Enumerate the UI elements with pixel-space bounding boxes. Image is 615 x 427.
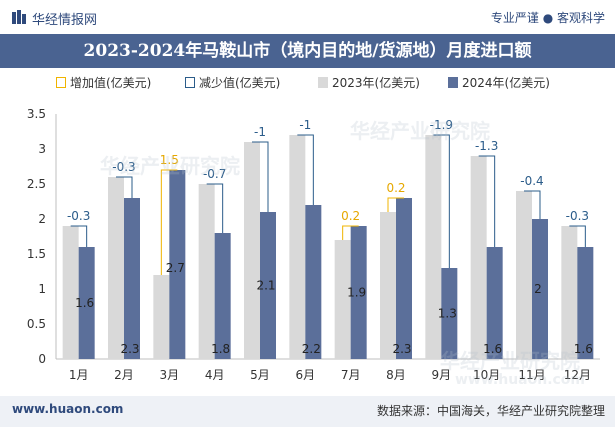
x-tick-label: 9月 <box>432 368 452 382</box>
bar-2024 <box>124 198 140 359</box>
change-value-label: -1 <box>254 125 266 139</box>
bar-2024-value-label: 2.3 <box>120 342 139 356</box>
bar-2024-value-label: 1.6 <box>75 296 94 310</box>
bar-2024 <box>577 247 594 359</box>
chart-title: 2023-2024年马鞍山市（境内目的地/货源地）月度进口额 <box>83 41 532 61</box>
footer: www.huaon.com 数据来源：中国海关，华经产业研究院整理 <box>0 396 615 427</box>
decrease-bracket <box>70 225 88 247</box>
x-tick-label: 2月 <box>114 368 134 382</box>
y-tick-label: 0.5 <box>27 317 46 331</box>
bar-2023 <box>334 240 351 359</box>
y-tick-label: 3 <box>38 142 46 156</box>
y-tick-label: 1 <box>38 282 46 296</box>
x-tick-label: 6月 <box>296 368 316 382</box>
bar-2024-value-label: 1.6 <box>574 342 593 356</box>
bar-2024-value-label: 1.3 <box>438 307 457 321</box>
bar-2023 <box>244 142 260 359</box>
bar-2023 <box>380 212 396 359</box>
legend-swatch-2024 <box>448 77 458 88</box>
decrease-bracket <box>252 141 269 212</box>
bar-2023 <box>425 135 442 359</box>
change-value-label: -0.7 <box>203 167 226 181</box>
brand-name: 华经情报网 <box>32 13 98 28</box>
increase-bracket <box>160 169 178 275</box>
legend-label-2024: 2024年(亿美元) <box>462 76 550 90</box>
bar-2024-value-label: 1.9 <box>347 286 366 300</box>
legend-label-2023: 2023年(亿美元) <box>332 76 420 90</box>
bar-2024 <box>486 247 503 359</box>
y-tick-label: 1.5 <box>27 247 46 261</box>
x-tick-label: 5月 <box>250 368 270 382</box>
decrease-bracket <box>297 134 314 205</box>
y-tick-label: 2 <box>38 212 46 226</box>
slogan: 专业严谨 ● 客观科学 <box>490 11 605 25</box>
bar-2023 <box>516 191 532 359</box>
x-tick-label: 8月 <box>386 368 406 382</box>
decrease-bracket <box>524 190 541 219</box>
bar-2024 <box>260 212 276 359</box>
x-tick-label: 1月 <box>69 368 89 382</box>
change-value-label: -1.3 <box>475 139 498 153</box>
brand-logo-icon <box>12 10 26 24</box>
change-value-label: -0.3 <box>112 160 135 174</box>
legend-swatch-decrease <box>185 77 195 88</box>
bar-2023 <box>108 177 124 359</box>
bar-2023 <box>561 226 578 359</box>
top-bar: 华经情报网 专业严谨 ● 客观科学 <box>0 0 615 34</box>
bar-2024 <box>396 198 412 359</box>
increase-bracket <box>387 197 404 212</box>
x-tick-label: 11月 <box>518 368 545 382</box>
bar-2024 <box>78 247 95 359</box>
increase-bracket <box>342 225 359 240</box>
bar-2023 <box>289 135 306 359</box>
bar-2024-value-label: 2.1 <box>256 279 275 293</box>
x-tick-label: 10月 <box>473 368 500 382</box>
decrease-bracket <box>569 225 586 247</box>
decrease-bracket <box>116 176 133 198</box>
change-value-label: -1 <box>299 118 311 132</box>
legend-label-decrease: 减少值(亿美元) <box>199 76 281 90</box>
legend-swatch-increase <box>56 77 66 88</box>
chart-plot: 0 0.5 1 1.5 2 2.5 3 3.5 -0.3 1.6 1月 -0.3 2.3 2月 1.5 2.7… <box>27 107 600 382</box>
bar-2024 <box>214 233 231 359</box>
legend-swatch-2023 <box>318 77 328 88</box>
bar-2023 <box>470 156 487 359</box>
change-value-label: 1.5 <box>160 153 179 167</box>
bar-2024-value-label: 2.2 <box>302 342 321 356</box>
bar-2023 <box>62 226 79 359</box>
x-tick-label: 4月 <box>205 368 225 382</box>
bar-2024-value-label: 1.8 <box>211 342 230 356</box>
title-bar: 2023-2024年马鞍山市（境内目的地/货源地）月度进口额 <box>0 34 615 68</box>
decrease-bracket <box>433 134 450 268</box>
bar-2024-value-label: 2.3 <box>392 342 411 356</box>
x-tick-label: 3月 <box>160 368 180 382</box>
x-tick-label: 7月 <box>341 368 361 382</box>
bar-2024-value-label: 1.6 <box>483 342 502 356</box>
y-tick-label: 0 <box>38 352 46 366</box>
change-value-label: -0.3 <box>566 209 589 223</box>
bar-2024 <box>305 205 322 359</box>
change-value-label: 0.2 <box>341 209 360 223</box>
bar-2024-value-label: 2.7 <box>166 261 185 275</box>
change-value-label: -1.9 <box>430 118 453 132</box>
bar-2023 <box>153 275 170 359</box>
change-value-label: 0.2 <box>386 181 405 195</box>
legend-label-increase: 增加值(亿美元) <box>70 76 152 90</box>
footer-website: www.huaon.com <box>12 402 124 416</box>
footer-source: 数据来源：中国海关，华经产业研究院整理 <box>376 404 605 418</box>
bar-2024-value-label: 2 <box>534 282 542 296</box>
chart-legend: 增加值(亿美元) 减少值(亿美元) 2023年(亿美元) 2024年(亿美元) <box>0 70 615 96</box>
bar-2024 <box>169 170 186 359</box>
decrease-bracket <box>478 155 496 247</box>
x-tick-label: 12月 <box>564 368 591 382</box>
bar-2024 <box>532 219 548 359</box>
bar-2024 <box>350 226 367 359</box>
y-tick-label: 2.5 <box>27 177 46 191</box>
decrease-bracket <box>206 183 224 233</box>
bar-2023 <box>198 184 215 359</box>
y-tick-label: 3.5 <box>27 107 46 121</box>
change-value-label: -0.4 <box>520 174 543 188</box>
change-value-label: -0.3 <box>67 209 90 223</box>
bar-2024 <box>441 268 458 359</box>
